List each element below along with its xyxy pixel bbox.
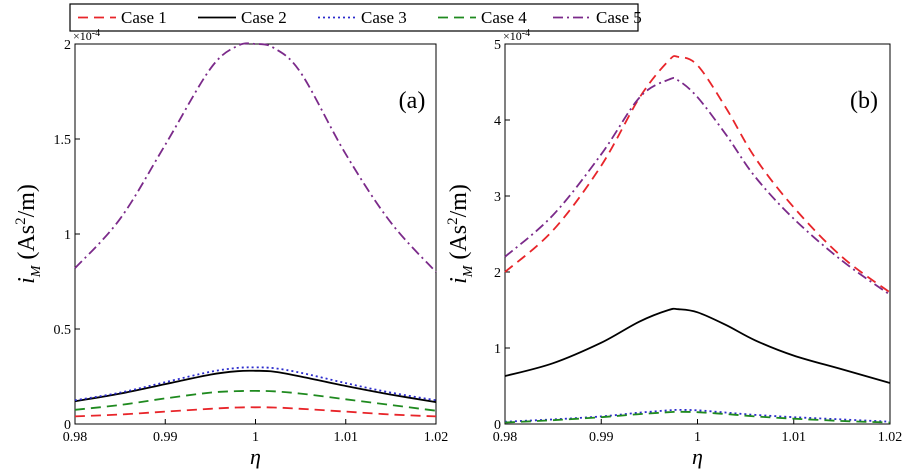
panel-a-x-axis-title: η [250,444,261,469]
y-axis-title-text: iM(As2/m) [13,184,44,284]
x-tick-label: 1.01 [334,430,359,445]
x-tick-label: 0.98 [63,430,88,445]
series-line-case-2 [504,307,891,384]
x-tick-label: 1.02 [878,430,903,445]
y-tick-label: 2 [64,38,71,53]
y-tick-label: 0 [494,418,501,433]
panel-b-label: (b) [850,88,878,114]
series-line-case-2 [74,369,437,403]
panel-b-y-axis-title: iM(As2/m) [445,184,476,284]
series-line-case-5 [74,42,437,273]
legend-label: Case 5 [596,8,642,27]
panel-a: iM(As2/m) 0.98 0.99 1 1.01 1.02 0 0.5 1 1.5 2 ×10… [13,28,448,469]
x-tick-label: 0.98 [493,430,518,445]
y-tick-label: 0 [64,418,71,433]
series-line-case-3 [74,366,437,402]
legend-label: Case 3 [361,8,407,27]
legend: Case 1 Case 2 Case 3 Case 4 Case 5 [69,3,642,32]
x-tick-label: 0.99 [153,430,178,445]
legend-label: Case 2 [241,8,287,27]
y-tick-label: 1 [494,342,501,357]
x-tick-label: 1.02 [424,430,449,445]
series-line-case-5 [504,77,891,296]
y-tick-label: 1 [64,228,71,243]
series-line-case-1 [74,406,437,418]
x-tick-label: 0.99 [589,430,614,445]
y-tick-label: 3 [494,190,501,205]
panel-a-plot-frame [74,43,437,425]
y-tick-label: 2 [494,266,501,281]
panel-a-multiplier: ×10-4 [73,28,100,43]
panel-a-label: (a) [399,88,426,114]
panel-a-y-axis-title: iM(As2/m) [13,184,44,284]
y-tick-label: 4 [494,114,501,129]
y-tick-label: 0.5 [54,323,72,338]
y-tick-label: 5 [494,38,501,53]
x-tick-label: 1 [252,430,259,445]
panel-b-x-axis-title: η [692,444,703,469]
x-tick-label: 1.01 [782,430,807,445]
x-tick-label: 1 [694,430,701,445]
legend-label: Case 4 [481,8,527,27]
series-line-case-4 [504,410,891,424]
y-tick-label: 1.5 [54,133,72,148]
y-axis-title-text: iM(As2/m) [445,184,476,284]
legend-label: Case 1 [121,8,167,27]
series-line-case-1 [504,55,891,294]
series-line-case-4 [74,389,437,412]
panel-b-multiplier: ×10-4 [503,28,530,43]
